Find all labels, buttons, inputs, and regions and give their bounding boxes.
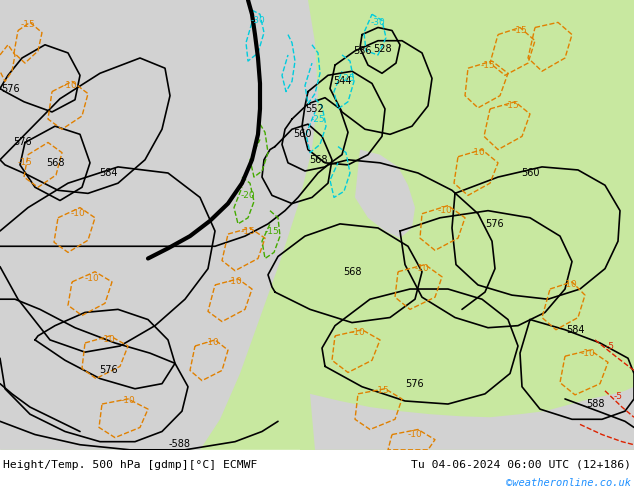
Text: -10: -10 <box>562 280 578 290</box>
Text: 584: 584 <box>99 168 117 178</box>
Text: -15: -15 <box>241 226 256 236</box>
Text: -10: -10 <box>84 274 100 283</box>
Polygon shape <box>0 124 634 450</box>
Text: -20: -20 <box>241 191 256 200</box>
Polygon shape <box>300 0 634 450</box>
Text: -588: -588 <box>169 439 191 449</box>
Text: 576: 576 <box>13 138 31 147</box>
Text: Height/Temp. 500 hPa [gdmp][°C] ECMWF: Height/Temp. 500 hPa [gdmp][°C] ECMWF <box>3 460 257 470</box>
Text: -10: -10 <box>70 209 86 218</box>
Text: -15: -15 <box>21 20 36 29</box>
Polygon shape <box>283 81 310 108</box>
Text: 560: 560 <box>293 129 311 139</box>
Text: -15: -15 <box>375 386 389 395</box>
Text: -30: -30 <box>371 18 385 27</box>
Text: ©weatheronline.co.uk: ©weatheronline.co.uk <box>506 478 631 488</box>
Text: -10: -10 <box>408 430 422 439</box>
Polygon shape <box>310 387 634 450</box>
Text: -15: -15 <box>264 226 280 236</box>
Text: -15: -15 <box>505 101 519 110</box>
Text: -10: -10 <box>205 339 219 347</box>
Text: 544: 544 <box>333 76 351 86</box>
Text: -25: -25 <box>340 74 355 83</box>
Text: -10: -10 <box>437 206 453 215</box>
Text: 568: 568 <box>46 158 64 168</box>
Text: -10: -10 <box>415 264 429 273</box>
Text: -10: -10 <box>120 396 136 405</box>
Text: 576: 576 <box>406 379 424 389</box>
Text: -15: -15 <box>513 26 527 35</box>
Text: 560: 560 <box>521 168 540 178</box>
Text: 536: 536 <box>353 46 372 56</box>
Text: -10: -10 <box>63 81 77 90</box>
Text: 588: 588 <box>586 399 604 409</box>
Text: -10: -10 <box>581 349 595 358</box>
Text: 576: 576 <box>99 366 117 375</box>
Text: -5: -5 <box>605 342 614 350</box>
Text: -10: -10 <box>470 148 486 157</box>
Text: -5: -5 <box>614 392 623 401</box>
Text: 552: 552 <box>306 104 325 114</box>
Text: 528: 528 <box>373 44 391 54</box>
Text: Tu 04-06-2024 06:00 UTC (12+186): Tu 04-06-2024 06:00 UTC (12+186) <box>411 460 631 470</box>
Text: -15: -15 <box>481 61 495 70</box>
Text: -15: -15 <box>18 158 32 167</box>
Text: -10: -10 <box>101 336 115 344</box>
Text: 568: 568 <box>343 267 361 277</box>
Text: 576: 576 <box>486 219 504 229</box>
Text: -10: -10 <box>351 328 365 337</box>
Polygon shape <box>0 0 318 450</box>
Polygon shape <box>238 53 272 96</box>
Text: -30: -30 <box>250 16 266 25</box>
Polygon shape <box>310 0 634 83</box>
Text: 568: 568 <box>309 155 327 165</box>
Text: 576: 576 <box>1 83 19 94</box>
Text: -10: -10 <box>228 277 242 286</box>
Polygon shape <box>355 149 415 238</box>
Text: 584: 584 <box>566 325 585 335</box>
Text: -25: -25 <box>311 115 325 123</box>
